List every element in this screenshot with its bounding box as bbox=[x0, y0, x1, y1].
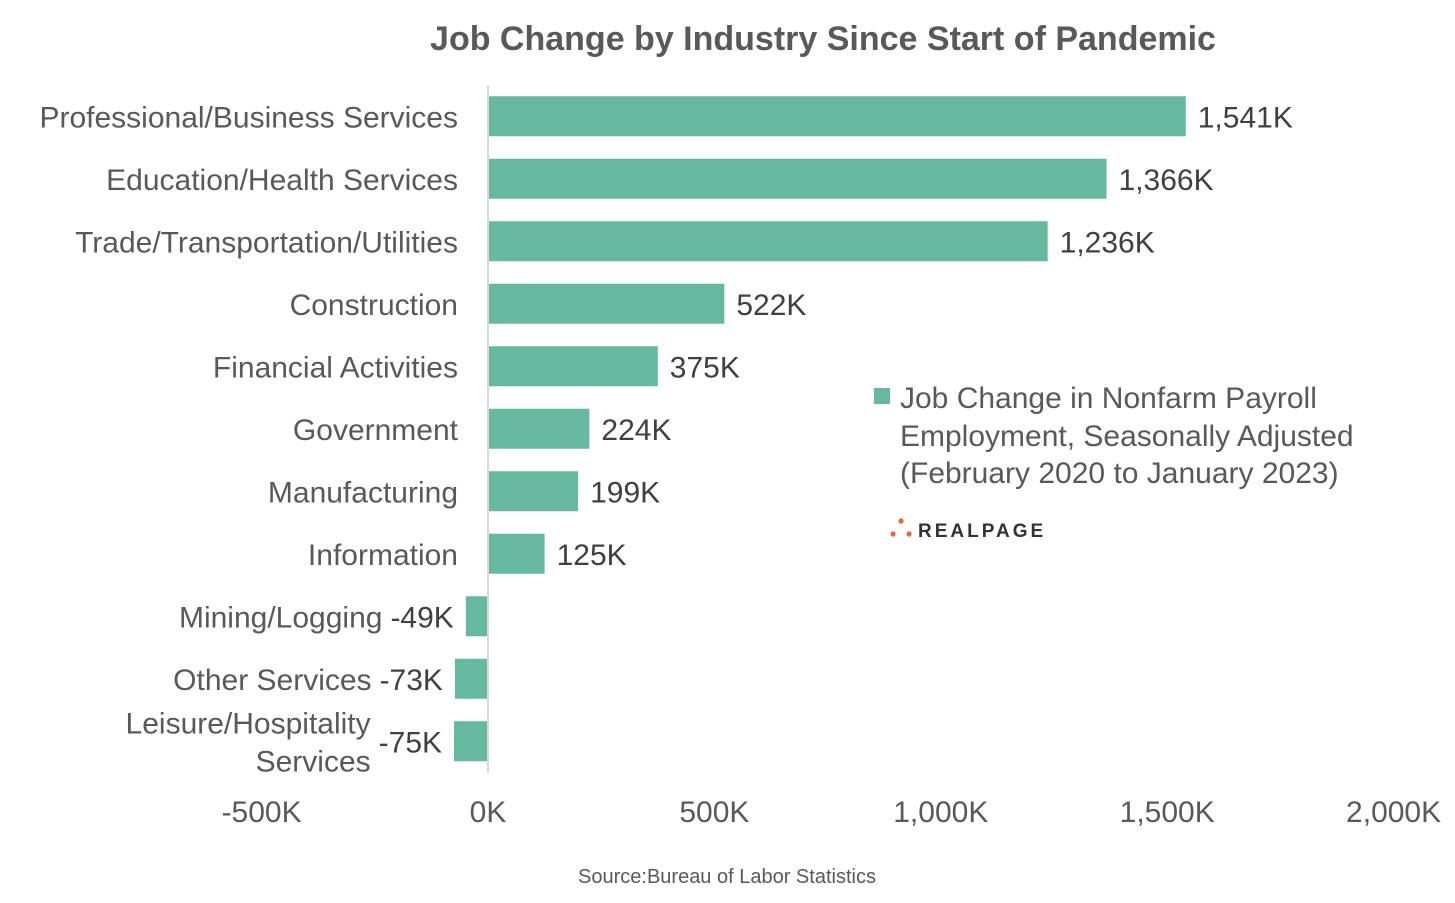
logo-dot-left bbox=[890, 531, 896, 537]
category-label: Government bbox=[293, 414, 459, 447]
bar bbox=[488, 158, 1107, 199]
data-label: -49K bbox=[390, 601, 453, 634]
realpage-logo: REALPAGE bbox=[890, 518, 1046, 542]
category-label: Manufacturing bbox=[268, 476, 458, 509]
x-tick-label: 1,000K bbox=[893, 796, 988, 829]
logo-dot-top bbox=[898, 518, 904, 524]
data-label: 522K bbox=[736, 289, 806, 322]
data-label: -73K bbox=[380, 664, 443, 697]
x-tick-label: 1,500K bbox=[1120, 796, 1215, 829]
data-label: 1,541K bbox=[1198, 101, 1293, 134]
bar bbox=[488, 533, 545, 574]
legend-swatch bbox=[874, 388, 890, 404]
bar bbox=[488, 221, 1048, 262]
data-label: 375K bbox=[670, 351, 740, 384]
brand-name: REALPAGE bbox=[918, 521, 1046, 542]
category-label: Leisure/Hospitality Services bbox=[126, 707, 371, 778]
data-label: 1,236K bbox=[1060, 226, 1155, 259]
x-tick-label: 0K bbox=[470, 796, 507, 829]
bar bbox=[465, 596, 488, 637]
bar bbox=[488, 408, 590, 449]
category-labels: Professional/Business Services Education/… bbox=[39, 101, 458, 778]
legend-line-3: (February 2020 to January 2023) bbox=[900, 457, 1339, 490]
category-label: Construction bbox=[290, 289, 458, 322]
legend-line-1: Job Change in Nonfarm Payroll bbox=[900, 382, 1317, 415]
category-label: Professional/Business Services bbox=[39, 101, 458, 134]
category-label: Trade/Transportation/Utilities bbox=[75, 226, 458, 259]
category-label: Information bbox=[308, 539, 458, 572]
chart-title: Job Change by Industry Since Start of Pa… bbox=[430, 20, 1216, 58]
data-label: -75K bbox=[379, 726, 442, 759]
source-note: Source:Bureau of Labor Statistics bbox=[578, 866, 876, 888]
category-label: Financial Activities bbox=[213, 351, 458, 384]
category-label: Education/Health Services bbox=[106, 164, 458, 197]
legend: Job Change in Nonfarm Payroll Employment… bbox=[874, 382, 1354, 490]
x-tick-label: -500K bbox=[222, 796, 302, 829]
bar bbox=[488, 96, 1186, 137]
x-tick-label: 500K bbox=[679, 796, 749, 829]
data-label: 125K bbox=[557, 539, 627, 572]
bar bbox=[488, 346, 658, 387]
data-label: 1,366K bbox=[1119, 164, 1214, 197]
x-tick-labels: -500K 0K 500K 1,000K 1,500K 2,000K bbox=[222, 796, 1442, 829]
bar bbox=[454, 658, 488, 699]
bar bbox=[488, 283, 725, 324]
bars-group bbox=[454, 96, 1186, 762]
category-label: Other Services bbox=[173, 664, 371, 697]
data-label: 199K bbox=[590, 476, 660, 509]
legend-line-2: Employment, Seasonally Adjusted bbox=[900, 420, 1354, 453]
bar bbox=[454, 721, 488, 762]
data-labels: 1,541K 1,366K 1,236K 522K 375K 224K 199K 125K -4… bbox=[379, 101, 1293, 759]
x-tick-label: 2,000K bbox=[1346, 796, 1441, 829]
category-label: Mining/Logging bbox=[179, 601, 382, 634]
logo-dot-right bbox=[906, 531, 912, 537]
data-label: 224K bbox=[601, 414, 671, 447]
bar bbox=[488, 471, 579, 512]
